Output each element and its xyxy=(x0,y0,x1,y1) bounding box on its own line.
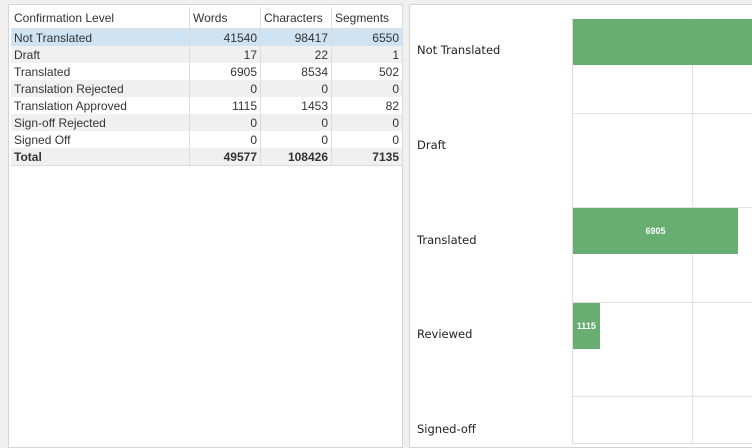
cell-words: 49577 xyxy=(189,148,261,166)
table-row[interactable]: Translated 6905 8534 502 xyxy=(11,63,403,80)
cell-words: 17 xyxy=(189,46,261,63)
table-row[interactable]: Signed Off 0 0 0 xyxy=(11,131,403,148)
cell-segments: 502 xyxy=(331,63,403,80)
cell-words: 6905 xyxy=(189,63,261,80)
column-header-characters[interactable]: Characters xyxy=(260,7,332,29)
cell-label: Not Translated xyxy=(11,28,190,46)
cell-words: 41540 xyxy=(189,28,261,46)
cell-words: 1115 xyxy=(189,97,261,114)
gridline-horizontal xyxy=(573,301,752,303)
category-label: Translated xyxy=(417,232,477,247)
cell-label: Total xyxy=(11,148,190,166)
bar-translated[interactable]: 6905 xyxy=(573,208,738,255)
cell-label: Signed Off xyxy=(11,131,190,148)
cell-label: Draft xyxy=(11,46,190,63)
cell-segments: 0 xyxy=(331,131,403,148)
gridline-horizontal xyxy=(573,112,752,114)
cell-characters: 108426 xyxy=(260,148,332,166)
cell-label: Translated xyxy=(11,63,190,80)
category-label: Draft xyxy=(417,137,446,152)
confirmation-statistics-table: Confirmation Level Words Characters Segm… xyxy=(11,7,403,166)
cell-segments: 1 xyxy=(331,46,403,63)
table-row[interactable]: Draft 17 22 1 xyxy=(11,46,403,63)
statistics-panel: Confirmation Level Words Characters Segm… xyxy=(8,4,403,448)
table-total-row[interactable]: Total 49577 108426 7135 xyxy=(11,148,403,166)
cell-characters: 22 xyxy=(260,46,332,63)
chart-panel: Not Translated Draft Translated Reviewed Sig… xyxy=(409,4,752,448)
cell-segments: 7135 xyxy=(331,148,403,166)
table-row[interactable]: Translation Rejected 0 0 0 xyxy=(11,80,403,97)
cell-characters: 0 xyxy=(260,131,332,148)
table-row[interactable]: Translation Approved 1115 1453 82 xyxy=(11,97,403,114)
cell-segments: 0 xyxy=(331,114,403,131)
table-row[interactable]: Sign-off Rejected 0 0 0 xyxy=(11,114,403,131)
cell-characters: 98417 xyxy=(260,28,332,46)
category-label: Reviewed xyxy=(417,327,473,342)
chart-plot-area: 6905 1115 xyxy=(572,18,752,444)
bar-not-translated[interactable] xyxy=(573,19,752,65)
cell-segments: 6550 xyxy=(331,28,403,46)
cell-label: Translation Approved xyxy=(11,97,190,114)
category-label: Signed-off xyxy=(417,421,476,436)
table-header: Confirmation Level Words Characters Segm… xyxy=(11,7,403,29)
column-header-segments[interactable]: Segments xyxy=(331,7,403,29)
cell-segments: 82 xyxy=(331,97,403,114)
cell-characters: 1453 xyxy=(260,97,332,114)
cell-label: Sign-off Rejected xyxy=(11,114,190,131)
cell-characters: 0 xyxy=(260,80,332,97)
column-header-words[interactable]: Words xyxy=(189,7,261,29)
cell-words: 0 xyxy=(189,114,261,131)
cell-characters: 8534 xyxy=(260,63,332,80)
gridline-horizontal xyxy=(573,396,752,398)
table-row[interactable]: Not Translated 41540 98417 6550 xyxy=(11,28,403,46)
bar-reviewed[interactable]: 1115 xyxy=(573,302,600,349)
cell-segments: 0 xyxy=(331,80,403,97)
cell-characters: 0 xyxy=(260,114,332,131)
cell-words: 0 xyxy=(189,80,261,97)
category-label: Not Translated xyxy=(417,43,501,58)
cell-label: Translation Rejected xyxy=(11,80,190,97)
cell-words: 0 xyxy=(189,131,261,148)
column-header-confirmation-level[interactable]: Confirmation Level xyxy=(11,7,190,29)
gridline-horizontal xyxy=(573,207,752,209)
